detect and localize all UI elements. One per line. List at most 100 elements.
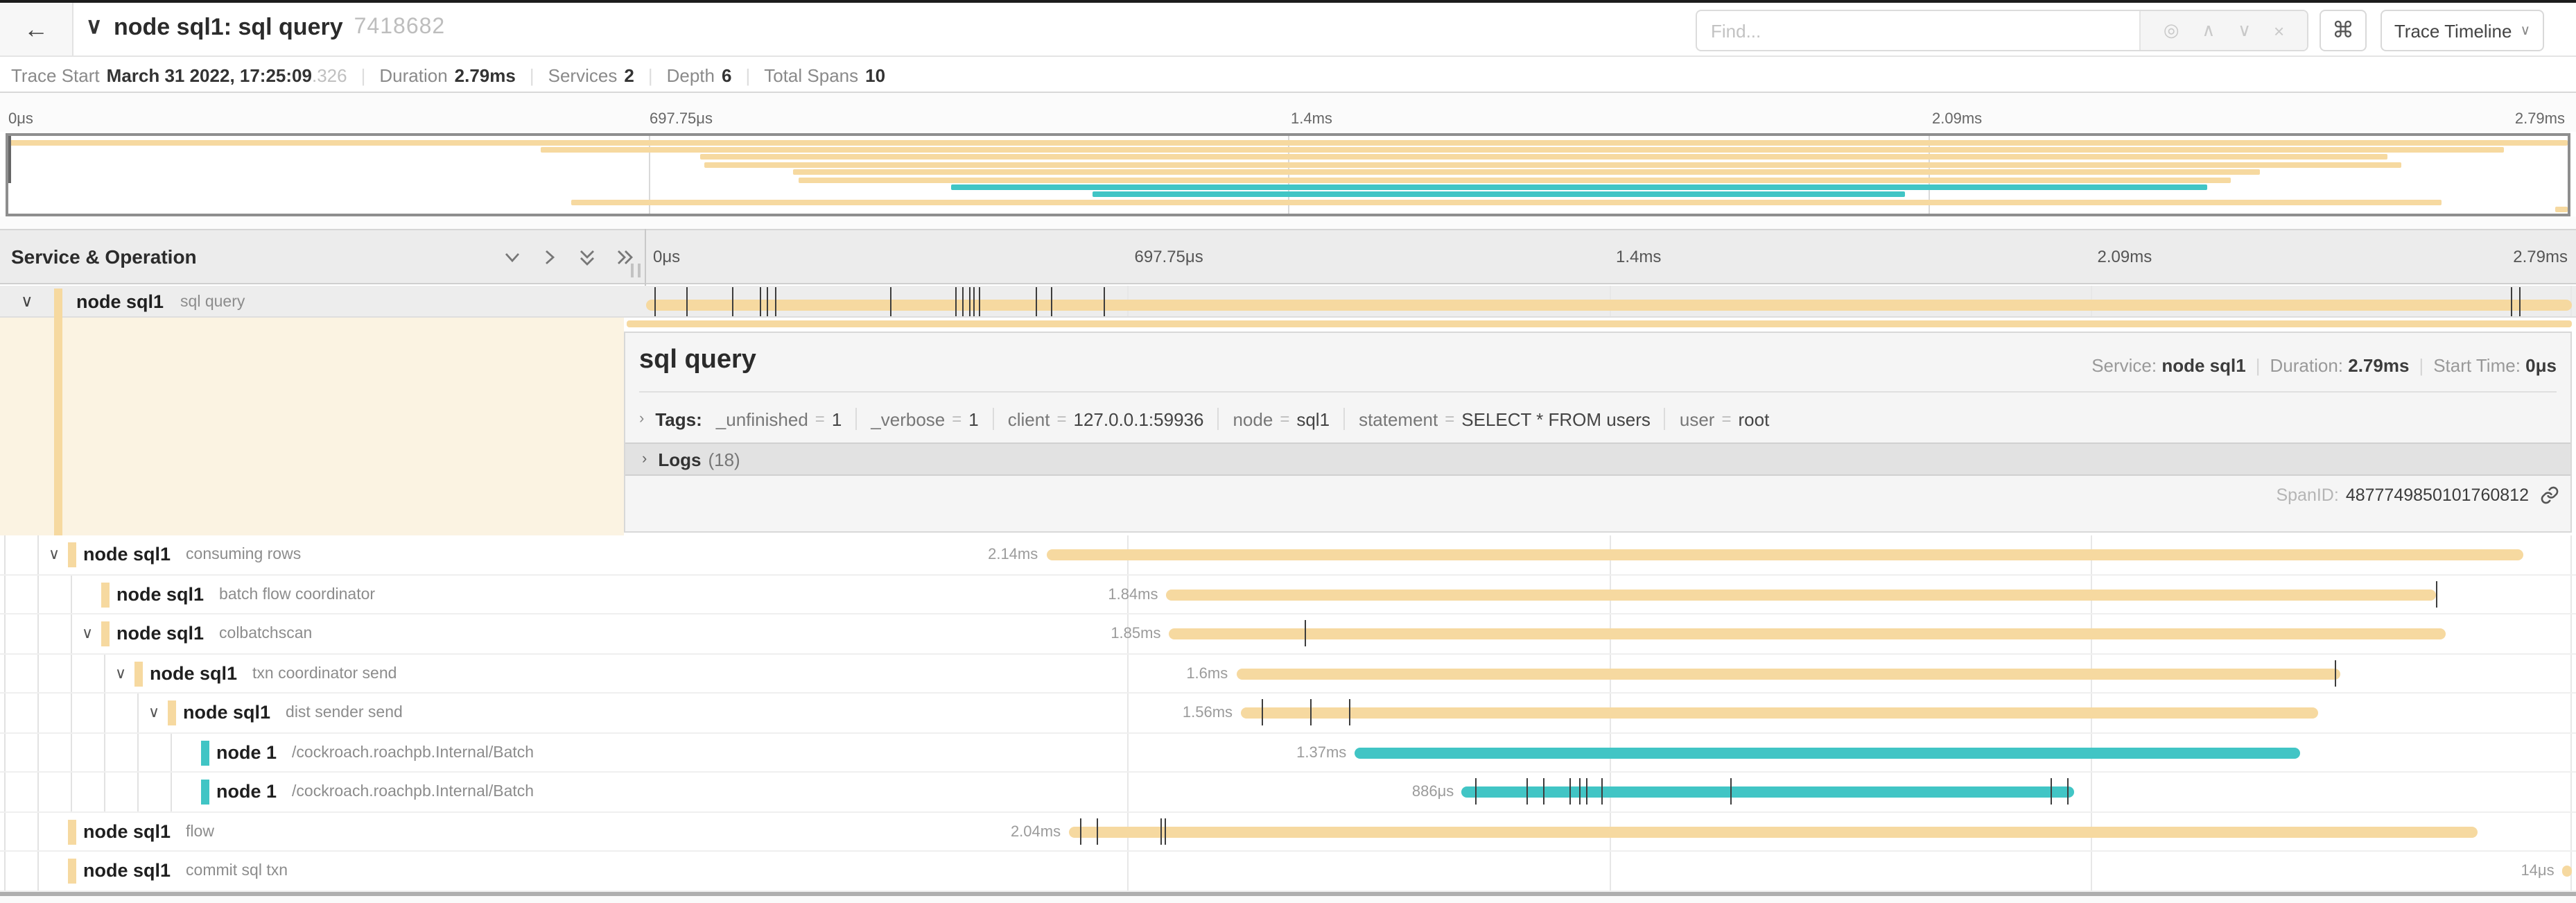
minimap-span-bar <box>2555 207 2568 213</box>
tag-item: user = root <box>1679 409 1770 429</box>
summary-separator: | <box>745 64 751 85</box>
tag-item: client = 127.0.0.1:59936 <box>1007 409 1204 429</box>
locate-icon[interactable]: ◎ <box>2163 19 2179 40</box>
tree-guide <box>71 773 72 811</box>
span-bar[interactable] <box>1461 786 2074 798</box>
span-row[interactable]: node sql1 flow 2.04ms <box>0 812 2576 852</box>
operation-name: consuming rows <box>186 547 302 563</box>
span-row[interactable]: ∨ node sql1 dist sender send 1.56ms <box>0 694 2576 733</box>
span-row[interactable]: node sql1 commit sql txn 14μs <box>0 852 2576 891</box>
span-row[interactable]: node sql1 batch flow coordinator 1.84ms <box>0 575 2576 614</box>
prev-match-icon[interactable]: ∧ <box>2202 19 2216 40</box>
collapse-trace-chevron-icon[interactable]: ∨ <box>86 15 103 39</box>
collapse-children-chevron-icon[interactable]: ∨ <box>148 705 160 721</box>
service-name: node sql1 <box>183 702 271 723</box>
timeline-gridline <box>1127 575 1129 613</box>
bottom-fill <box>0 896 2576 903</box>
tree-guide <box>4 575 6 613</box>
copy-link-icon[interactable] <box>2540 485 2559 505</box>
clear-find-icon[interactable]: × <box>2274 20 2285 41</box>
span-bar[interactable] <box>1046 549 2524 560</box>
tags-accordion[interactable]: › Tags: _unfinished = 1 _verbose = 1 client = 12… <box>639 402 1769 436</box>
minimap-span-bar <box>950 184 2207 190</box>
timeline-gridline <box>1609 852 1610 890</box>
span-row-root[interactable]: ∨ node sql1 sql query <box>0 286 2576 318</box>
span-row[interactable]: node 1/cockroach.roachpb.Internal/Batch 8… <box>0 773 2576 812</box>
collapse-children-chevron-icon[interactable]: ∨ <box>21 291 33 311</box>
collapse-all-icon[interactable] <box>577 247 598 268</box>
span-bar[interactable] <box>1166 589 2437 600</box>
expand-one-icon[interactable] <box>539 247 560 268</box>
span-row[interactable]: ∨ node sql1 colbatchscan 1.85ms <box>0 614 2576 654</box>
timeline-gridline <box>2570 535 2572 574</box>
span-row[interactable]: ∨ node sql1 consuming rows 2.14ms <box>0 535 2576 575</box>
log-tick <box>774 287 776 316</box>
span-bar[interactable] <box>1069 826 2478 837</box>
span-row[interactable]: node 1/cockroach.roachpb.Internal/Batch 1… <box>0 733 2576 773</box>
column-resize-handle[interactable] <box>631 264 641 277</box>
timeline-gridline <box>2570 575 2572 613</box>
back-button[interactable]: ← <box>0 3 73 55</box>
log-tick <box>978 287 980 316</box>
trace-timeline-view-button[interactable]: Trace Timeline ∨ <box>2381 10 2544 51</box>
logs-count: (18) <box>708 449 740 470</box>
collapse-one-icon[interactable] <box>502 247 523 268</box>
meta-item: Duration: 2.79ms <box>2270 355 2410 376</box>
minimap-ruler: 0μs 697.75μs 1.4ms 2.09ms 2.79ms <box>0 93 2576 132</box>
span-bar[interactable] <box>1241 707 2318 719</box>
tree-guide <box>37 614 39 653</box>
service-name: node 1 <box>216 781 277 802</box>
tree-guide <box>171 733 172 771</box>
span-bar[interactable] <box>2562 866 2572 877</box>
span-bar[interactable] <box>1169 628 2446 639</box>
minimap-span-bar <box>540 146 2504 153</box>
collapse-children-chevron-icon[interactable]: ∨ <box>115 665 127 682</box>
minimap-scrubber[interactable] <box>6 133 2570 216</box>
timeline-gridline <box>1127 852 1129 890</box>
logs-accordion[interactable]: › Logs (18) <box>625 442 2570 476</box>
find-input[interactable] <box>1697 11 2139 50</box>
timeline-tick-label: 0μs <box>653 247 681 266</box>
summary-separator: | <box>647 64 653 85</box>
span-bar[interactable] <box>646 300 2572 311</box>
next-match-icon[interactable]: ∨ <box>2238 19 2252 40</box>
trace-summary-bar: Trace Start March 31 2022, 17:25:09.326 | D… <box>0 58 2576 93</box>
service-color-bar <box>101 621 110 646</box>
tree-guide <box>4 694 6 732</box>
span-bar[interactable] <box>1236 668 2341 679</box>
log-tick <box>1050 287 1052 316</box>
detail-title: sql query <box>639 345 756 375</box>
trace-title: node sql1: sql query <box>114 14 343 40</box>
tag-item: node = sql1 <box>1233 409 1330 429</box>
log-tick <box>760 287 762 316</box>
expand-all-icon[interactable] <box>614 247 635 268</box>
detail-divider <box>639 391 2557 393</box>
detail-span-bar <box>627 320 2572 327</box>
service-color-bar <box>134 661 143 686</box>
trace-timeline-label: Trace Timeline <box>2394 20 2512 41</box>
collapse-children-chevron-icon[interactable]: ∨ <box>82 626 94 642</box>
timeline-gridline <box>2570 812 2572 850</box>
bottom-scroll-bar[interactable] <box>0 892 2576 896</box>
logs-label: Logs <box>658 449 702 470</box>
tree-guide <box>37 535 39 574</box>
timeline-gridline <box>2570 286 2572 316</box>
log-tick <box>1569 778 1571 805</box>
minimap-left-handle[interactable] <box>8 136 11 183</box>
span-duration-label: 1.37ms <box>1296 744 1347 761</box>
tree-guide <box>4 535 6 574</box>
operation-name: commit sql txn <box>186 863 288 879</box>
span-row[interactable]: ∨ node sql1 txn coordinator send 1.6ms <box>0 654 2576 694</box>
collapse-children-chevron-icon[interactable]: ∨ <box>49 547 60 563</box>
log-tick <box>889 287 891 316</box>
tag-separator <box>1664 408 1666 430</box>
minimap-tick-label: 1.4ms <box>1291 111 1332 128</box>
tree-guide <box>137 694 139 732</box>
log-tick <box>2050 778 2052 805</box>
keyboard-shortcuts-button[interactable]: ⌘ <box>2320 10 2367 51</box>
column-divider[interactable] <box>645 229 646 286</box>
minimap-span-bar <box>704 162 2401 168</box>
timeline-tick-label: 2.09ms <box>2097 247 2152 266</box>
span-bar[interactable] <box>1355 747 2301 758</box>
chevron-right-icon: › <box>642 451 647 467</box>
